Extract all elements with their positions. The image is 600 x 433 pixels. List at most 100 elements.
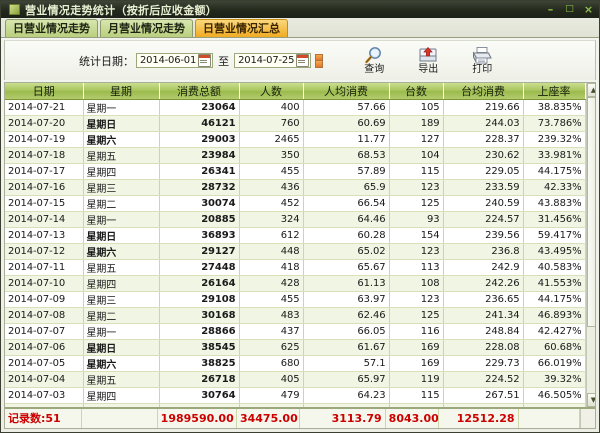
cell-date: 2014-07-09 — [5, 291, 84, 308]
cell-occupancy: 43.495% — [523, 243, 586, 260]
footer-total-people: 34475.00 — [237, 409, 301, 428]
cell-total: 29003 — [159, 131, 240, 148]
minimize-icon[interactable]: – — [547, 3, 554, 16]
table-row[interactable]: 2014-07-02星期三2913444765.18116251.1643.39… — [5, 403, 586, 407]
cell-weekday: 星期三 — [83, 179, 160, 196]
scroll-up-button[interactable]: ▲ — [586, 83, 595, 97]
table-row[interactable]: 2014-07-16 星期三 28732 436 65.9 123 233.59 42.33% — [5, 179, 586, 196]
cell-date: 2014-07-11 — [5, 259, 84, 276]
cell-weekday: 星期一 — [83, 211, 160, 228]
table-row[interactable]: 2014-07-11 星期五 27448 418 65.67 113 242.9 40.583… — [5, 259, 586, 276]
date-from-input[interactable]: 2014-06-01 — [136, 53, 214, 68]
table-row[interactable]: 2014-07-20 星期日 46121 760 60.69 189 244.03 73.78… — [5, 115, 586, 132]
cell-occupancy: 46.893% — [523, 307, 586, 324]
table-row[interactable]: 2014-07-21 星期一 23064 400 57.66 105 219.66 38.83… — [5, 99, 586, 116]
close-icon[interactable]: × — [583, 3, 594, 16]
column-header-date[interactable]: 日期 — [5, 83, 84, 100]
maximize-icon[interactable]: □ — [565, 4, 574, 14]
cell-per-table: 219.66 — [443, 99, 524, 116]
cell-date: 2014-07-05 — [5, 355, 84, 372]
vertical-scrollbar[interactable]: ▲ ▼ — [585, 83, 595, 407]
cell-per-person: 63.97 — [303, 291, 390, 308]
cell-per-person: 61.67 — [303, 339, 390, 356]
cell-per-table: 236.65 — [443, 291, 524, 308]
table-row[interactable]: 2014-07-09 星期三 29108 455 63.97 123 236.65 44.17… — [5, 291, 586, 308]
cell-per-person: 68.53 — [303, 147, 390, 164]
cell-occupancy: 39.32% — [523, 371, 586, 388]
cell-date: 2014-07-21 — [5, 99, 84, 116]
cell-per-table: 229.05 — [443, 163, 524, 180]
spinner-icon[interactable] — [315, 53, 324, 68]
cell-weekday: 星期六 — [83, 355, 160, 372]
scrollbar-track[interactable] — [586, 97, 595, 393]
cell-weekday: 星期二 — [83, 195, 160, 212]
cell-tables: 104 — [389, 147, 444, 164]
table-row[interactable]: 2014-07-12 星期六 29127 448 65.02 123 236.8 43.495… — [5, 243, 586, 260]
cell-occupancy: 42.33% — [523, 179, 586, 196]
calendar-icon[interactable] — [296, 54, 310, 67]
cell-total: 29127 — [159, 243, 240, 260]
cell-people: 447 — [239, 403, 304, 407]
column-header-weekday[interactable]: 星期 — [83, 83, 160, 100]
table-row[interactable]: 2014-07-17 星期四 26341 455 57.89 115 229.05 44.17… — [5, 163, 586, 180]
tab-strip: 日营业情况走势 月营业情况走势 日营业情况汇总 — [1, 18, 599, 38]
column-header-occupancy[interactable]: 上座率 — [523, 83, 586, 100]
table-row[interactable]: 2014-07-04 星期五 26718 405 65.97 119 224.52 39.32… — [5, 371, 586, 388]
column-header-total[interactable]: 消费总额 — [159, 83, 240, 100]
export-button[interactable]: 导出 — [411, 46, 445, 75]
cell-total: 23984 — [159, 147, 240, 164]
table-row[interactable]: 2014-07-07 星期一 28866 437 66.05 116 248.84 42.42… — [5, 323, 586, 340]
cell-tables: 123 — [389, 179, 444, 196]
column-header-people[interactable]: 人数 — [239, 83, 304, 100]
cell-tables: 116 — [389, 403, 444, 407]
print-button[interactable]: 打印 — [465, 46, 499, 75]
cell-per-table: 239.56 — [443, 227, 524, 244]
column-header-per-person[interactable]: 人均消费 — [303, 83, 390, 100]
cell-tables: 189 — [389, 115, 444, 132]
cell-people: 455 — [239, 163, 304, 180]
date-to-value: 2014-07-25 — [238, 55, 295, 66]
table-row[interactable]: 2014-07-18 星期五 23984 350 68.53 104 230.62 33.98… — [5, 147, 586, 164]
table-row[interactable]: 2014-07-03 星期四 30764 479 64.23 115 267.51 46.50… — [5, 387, 586, 404]
cell-per-table: 230.62 — [443, 147, 524, 164]
cell-date: 2014-07-17 — [5, 163, 84, 180]
calendar-icon[interactable] — [198, 54, 212, 67]
cell-date: 2014-07-03 — [5, 387, 84, 404]
footer-total-per-table: 12512.28 — [439, 409, 519, 428]
table-row[interactable]: 2014-07-10 星期四 26164 428 61.13 108 242.26 41.55… — [5, 275, 586, 292]
footer-total-occupancy — [519, 409, 580, 428]
tab-monthly-trend[interactable]: 月营业情况走势 — [100, 19, 193, 37]
table-row[interactable]: 2014-07-15 星期二 30074 452 66.54 125 240.59 43.88… — [5, 195, 586, 212]
cell-tables: 127 — [389, 131, 444, 148]
column-header-tables[interactable]: 台数 — [389, 83, 444, 100]
footer-scrollbar-spacer — [579, 409, 595, 428]
footer-weekday-cell — [82, 409, 158, 428]
cell-per-table: 244.03 — [443, 115, 524, 132]
table-row[interactable]: 2014-07-14 星期一 20885 324 64.46 93 224.57 31.456… — [5, 211, 586, 228]
column-header-per-table[interactable]: 台均消费 — [443, 83, 524, 100]
date-range-separator: 至 — [218, 54, 230, 68]
cell-per-table: 228.08 — [443, 339, 524, 356]
cell-per-person: 11.77 — [303, 131, 390, 148]
cell-per-person: 60.69 — [303, 115, 390, 132]
cell-total: 46121 — [159, 115, 240, 132]
table-row[interactable]: 2014-07-06 星期日 38545 625 61.67 169 228.08 60.68… — [5, 339, 586, 356]
table-row[interactable]: 2014-07-13 星期日 36893 612 60.28 154 239.56 59.41… — [5, 227, 586, 244]
cell-people: 428 — [239, 275, 304, 292]
cell-per-table: 267.51 — [443, 387, 524, 404]
query-button[interactable]: 查询 — [357, 46, 391, 75]
date-to-input[interactable]: 2014-07-25 — [234, 53, 312, 68]
cell-per-table: 248.84 — [443, 323, 524, 340]
cell-weekday: 星期二 — [83, 307, 160, 324]
scroll-down-button[interactable]: ▼ — [586, 393, 595, 407]
table-row[interactable]: 2014-07-19 星期六 29003 2465 11.77 127 228.37 239.… — [5, 131, 586, 148]
table-row[interactable]: 2014-07-05 星期六 38825 680 57.1 169 229.73 66.019… — [5, 355, 586, 372]
tab-daily-trend[interactable]: 日营业情况走势 — [5, 19, 98, 37]
table-row[interactable]: 2014-07-08 星期二 30168 483 62.46 125 241.34 46.89… — [5, 307, 586, 324]
cell-occupancy: 43.398% — [523, 403, 586, 407]
tab-daily-summary[interactable]: 日营业情况汇总 — [195, 19, 288, 37]
cell-date: 2014-07-19 — [5, 131, 84, 148]
table-header-row: 日期 星期 消费总额 人数 人均消费 台数 台均消费 上座率 — [5, 83, 586, 100]
scrollbar-thumb[interactable] — [586, 97, 595, 327]
